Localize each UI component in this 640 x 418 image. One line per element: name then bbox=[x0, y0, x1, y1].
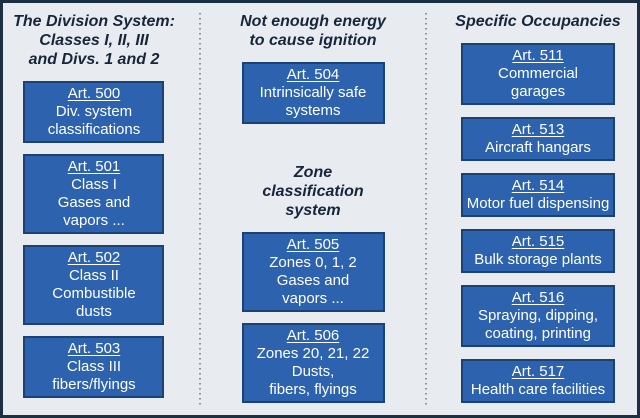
header-line: classification bbox=[262, 183, 364, 200]
section-1: Specific Occupancies Art. 511 Commercial ga… bbox=[455, 3, 621, 403]
dotted-column-divider bbox=[199, 13, 201, 406]
box-text-line: Health care facilities bbox=[470, 381, 606, 398]
box-list: Art. 504 Intrinsically safe systems bbox=[241, 62, 385, 124]
article-box-502: Art. 502 Class II Combustible dusts bbox=[23, 245, 165, 325]
box-text-line: Class I bbox=[71, 176, 117, 193]
box-text-line: coating, printing bbox=[485, 325, 591, 342]
article-box-517: Art. 517 Health care facilities bbox=[461, 359, 615, 403]
column-division-system: The Division System: Classes I, II, III an… bbox=[3, 3, 199, 415]
section-2: Zone classification system Art. 505 Zones 0,… bbox=[241, 154, 385, 403]
header-line: to cause ignition bbox=[249, 32, 377, 49]
section-header: The Division System: Classes I, II, III an… bbox=[13, 12, 175, 69]
box-text-line: Zones 20, 21, 22 bbox=[256, 345, 370, 362]
article-box-503: Art. 503 Class III fibers/flyings bbox=[23, 336, 165, 398]
box-list: Art. 505 Zones 0, 1, 2 Gases and vapors ...… bbox=[241, 232, 385, 403]
article-box-505: Art. 505 Zones 0, 1, 2 Gases and vapors ... bbox=[241, 232, 385, 312]
box-text-line: fibers/flyings bbox=[52, 376, 136, 393]
article-link-517[interactable]: Art. 517 bbox=[511, 363, 565, 380]
box-text-line: Gases and bbox=[276, 272, 350, 289]
article-link-506[interactable]: Art. 506 bbox=[286, 327, 340, 344]
section-1: Not enough energy to cause ignition Art. 5… bbox=[240, 3, 386, 124]
article-link-511[interactable]: Art. 511 bbox=[512, 47, 564, 64]
article-link-501[interactable]: Art. 501 bbox=[67, 158, 121, 175]
section-header: Not enough energy to cause ignition bbox=[240, 12, 386, 50]
section-1: The Division System: Classes I, II, III an… bbox=[13, 3, 175, 398]
box-text-line: dusts bbox=[76, 303, 112, 320]
header-line: Not enough energy bbox=[240, 13, 386, 30]
header-line: Zone bbox=[293, 164, 333, 181]
box-text-line: Commercial bbox=[497, 65, 578, 82]
box-text-line: Motor fuel dispensing bbox=[466, 195, 610, 212]
article-link-503[interactable]: Art. 503 bbox=[67, 340, 121, 357]
article-link-502[interactable]: Art. 502 bbox=[67, 249, 121, 266]
box-text-line: Class III bbox=[66, 358, 122, 375]
article-link-500[interactable]: Art. 500 bbox=[67, 85, 121, 102]
box-text-line: systems bbox=[285, 102, 341, 119]
box-text-line: Gases and bbox=[57, 194, 131, 211]
box-text-line: Spraying, dipping, bbox=[477, 307, 599, 324]
article-box-500: Art. 500 Div. system classifications bbox=[23, 81, 165, 143]
section-header: Specific Occupancies bbox=[455, 12, 620, 31]
box-text-line: Dusts, bbox=[291, 363, 335, 380]
box-text-line: Class II bbox=[68, 267, 119, 284]
article-link-514[interactable]: Art. 514 bbox=[511, 177, 565, 194]
box-list: Art. 511 Commercial garages Art. 513 Aircraf… bbox=[461, 43, 615, 403]
box-text-line: Zones 0, 1, 2 bbox=[269, 254, 357, 271]
dotted-column-divider bbox=[425, 13, 427, 406]
box-text-line: Combustible bbox=[52, 285, 136, 302]
box-text-line: vapors ... bbox=[282, 290, 344, 307]
article-link-513[interactable]: Art. 513 bbox=[511, 121, 565, 138]
box-text-line: vapors ... bbox=[63, 212, 125, 229]
article-box-506: Art. 506 Zones 20, 21, 22 Dusts, fibers, fl… bbox=[241, 323, 385, 403]
article-box-514: Art. 514 Motor fuel dispensing bbox=[461, 173, 615, 217]
box-text-line: Aircraft hangars bbox=[485, 139, 591, 156]
article-link-515[interactable]: Art. 515 bbox=[511, 233, 565, 250]
header-line: Classes I, II, III bbox=[39, 32, 149, 49]
header-line: system bbox=[285, 202, 341, 219]
section-header: Zone classification system bbox=[262, 163, 363, 220]
header-line: and Divs. 1 and 2 bbox=[28, 51, 160, 68]
article-box-501: Art. 501 Class I Gases and vapors ... bbox=[23, 154, 165, 234]
article-link-505[interactable]: Art. 505 bbox=[286, 236, 340, 253]
box-text-line: Bulk storage plants bbox=[474, 251, 602, 268]
column-specific-occupancies: Specific Occupancies Art. 511 Commercial ga… bbox=[427, 3, 637, 415]
article-box-511: Art. 511 Commercial garages bbox=[461, 43, 615, 105]
box-text-line: Intrinsically safe bbox=[259, 84, 367, 101]
header-line: The Division System: bbox=[13, 13, 175, 30]
box-text-line: fibers, flyings bbox=[269, 381, 357, 398]
column-energy-and-zones: Not enough energy to cause ignition Art. 5… bbox=[201, 3, 425, 415]
article-box-516: Art. 516 Spraying, dipping, coating, print… bbox=[461, 285, 615, 347]
box-text-line: garages bbox=[510, 83, 566, 100]
box-text-line: Div. system bbox=[55, 103, 133, 120]
article-link-504[interactable]: Art. 504 bbox=[286, 66, 340, 83]
article-link-516[interactable]: Art. 516 bbox=[511, 289, 565, 306]
article-box-504: Art. 504 Intrinsically safe systems bbox=[241, 62, 385, 124]
box-text-line: classifications bbox=[47, 121, 141, 138]
box-list: Art. 500 Div. system classifications Art. 5… bbox=[23, 81, 165, 398]
header-line: Specific Occupancies bbox=[455, 13, 621, 30]
article-box-515: Art. 515 Bulk storage plants bbox=[461, 229, 615, 273]
article-box-513: Art. 513 Aircraft hangars bbox=[461, 117, 615, 161]
